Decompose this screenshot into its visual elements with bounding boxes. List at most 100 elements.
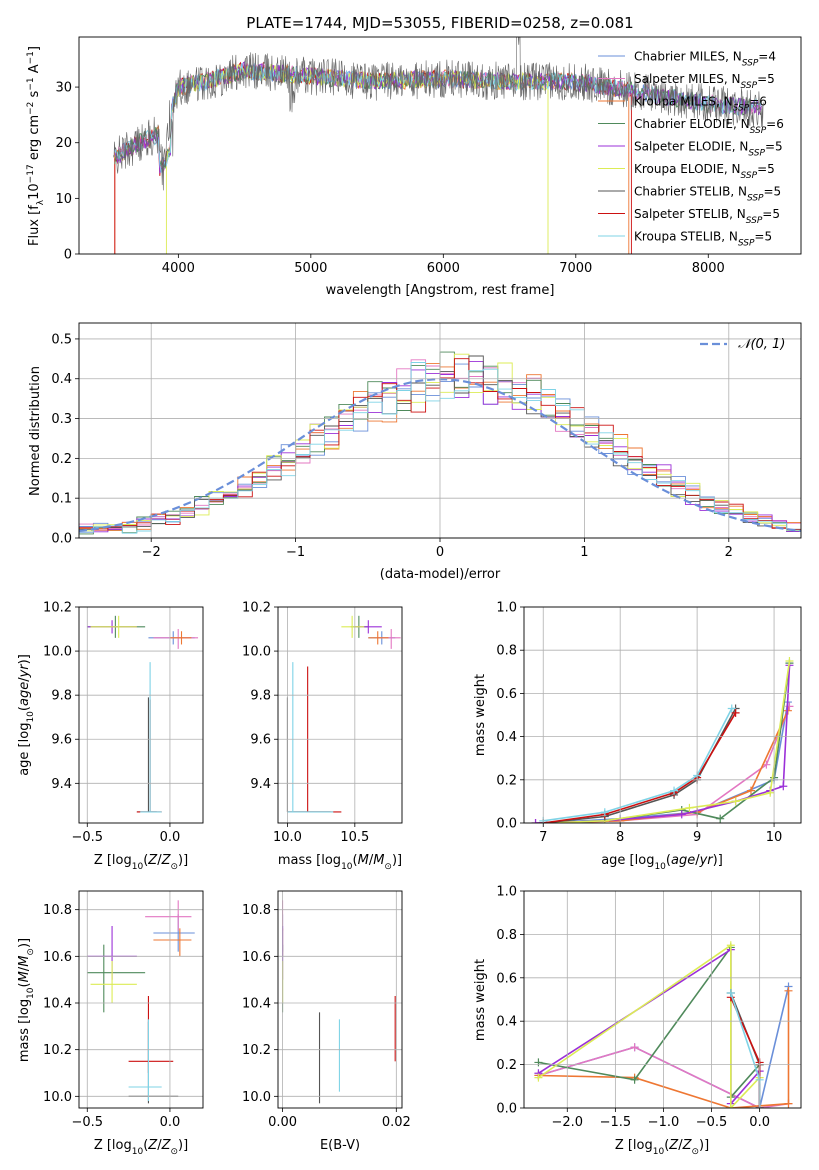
x-tick-label: −1.5 xyxy=(600,1115,632,1130)
y-tick-label: 10.8 xyxy=(43,903,72,918)
spectrum-axes: 4000 5000 6000 7000 8000 0 10 20 30 xyxy=(55,36,802,276)
label-part: 10 xyxy=(653,1147,665,1157)
label-part: ( xyxy=(17,982,32,987)
legend-label-part: =5 xyxy=(765,140,783,154)
x-tick-label: 10.0 xyxy=(273,830,302,845)
x-tick-label: 0.0 xyxy=(160,830,181,845)
age-vs-mass-xlabel-group: mass [log10(M/M⊙)] xyxy=(278,853,402,872)
y-tick-label: 1.0 xyxy=(496,601,517,616)
mass_vs_Z-plot xyxy=(87,900,195,1104)
legend-label-part: SSP xyxy=(733,104,750,114)
axes-frame xyxy=(78,322,802,539)
y-tick-label: 20 xyxy=(55,136,72,151)
label-part: mass [log xyxy=(17,999,32,1062)
label-part: Z xyxy=(161,853,172,868)
y-tick-label: 30 xyxy=(55,81,72,96)
y-tick-label: 9.8 xyxy=(51,689,72,704)
legend-label-part: =5 xyxy=(764,185,782,199)
y-tick-label: 10.2 xyxy=(43,601,72,616)
massweight-vs-Z-xlabel-group: Z [log10(Z/Z⊙)] xyxy=(615,1138,709,1157)
age-vs-Z-ylabel-group: age [log10(age/yr)] xyxy=(17,654,36,776)
legend-label: Kroupa STELIB, NSSP=5 xyxy=(634,230,772,249)
label-part: Z xyxy=(668,1138,679,1153)
mass_vs_ebv-plot xyxy=(282,900,396,1104)
x-tick-label: 5000 xyxy=(294,261,327,276)
label-part: Z xyxy=(147,1138,158,1153)
label-part: 10 xyxy=(132,862,144,872)
plus-marker xyxy=(600,808,609,817)
label-part: ] xyxy=(27,46,42,51)
label-part: 10 xyxy=(132,1147,144,1157)
legend-label: 𝒩(0, 1) xyxy=(738,337,785,352)
y-tick-label: 0.4 xyxy=(496,730,517,745)
plus-marker xyxy=(785,657,794,665)
observed-spectrum-line xyxy=(113,37,764,191)
label-part: Flux [f xyxy=(27,205,42,246)
plus-marker xyxy=(727,704,736,713)
label-part: −1 xyxy=(26,51,36,64)
label-part: / xyxy=(678,1138,683,1153)
age-vs-Z-ylabel: age [log10(age/yr)] xyxy=(17,654,36,776)
x-tick-label: 8 xyxy=(616,830,624,845)
y-tick-label: 0.6 xyxy=(496,971,517,986)
legend-label-part: =6 xyxy=(749,95,767,109)
x-tick-label: 1 xyxy=(580,545,588,560)
y-tick-label: 10 xyxy=(55,192,72,207)
x-tick-label: −2.0 xyxy=(551,1115,583,1130)
spectrum-ylabel: Flux [fλ10−17 erg cm−2 s−1 A−1] xyxy=(26,46,46,246)
mass-vs-Z-ylabel: mass [log10(M/M⊙)] xyxy=(17,938,36,1062)
legend-label-part: =5 xyxy=(754,230,772,244)
x-tick-label: 0.02 xyxy=(382,1115,411,1130)
x-tick-label: 7 xyxy=(539,830,547,845)
legend-label: Kroupa ELODIE, NSSP=5 xyxy=(634,162,775,181)
label-part: Z [log xyxy=(94,853,132,868)
legend-label-part: SSP xyxy=(741,171,758,181)
legend-label: Chabrier STELIB, NSSP=5 xyxy=(634,185,781,204)
plus-marker xyxy=(726,1104,735,1108)
y-tick-label: 10.4 xyxy=(242,997,271,1012)
spectrum-xlabel: wavelength [Angstrom, rest frame] xyxy=(326,283,555,298)
spectrum-plot xyxy=(113,37,764,254)
label-part: 10 xyxy=(341,862,353,872)
axes-frame xyxy=(78,606,204,824)
mass_vs_ebv-axes: 0.00 0.02 10.0 10.2 10.4 10.6 10.8 xyxy=(242,890,411,1130)
y-tick-label: 10.2 xyxy=(43,1043,72,1058)
x-tick-label: 7000 xyxy=(559,261,592,276)
x-tick-label: −2 xyxy=(142,545,161,560)
massweight_vs_age-plot xyxy=(531,657,794,823)
label-part: )] xyxy=(699,1138,709,1153)
label-part: −2 xyxy=(26,102,36,115)
residuals-xlabel: (data-model)/error xyxy=(380,567,501,582)
plus-marker xyxy=(779,782,788,791)
axes-frame xyxy=(523,606,802,824)
y-tick-label: 10.6 xyxy=(242,950,271,965)
x-tick-label: 4000 xyxy=(162,261,195,276)
mass-weight-line xyxy=(543,710,789,823)
age-vs-Z-xlabel-group: Z [log10(Z/Z⊙)] xyxy=(94,853,188,872)
y-tick-label: 10.4 xyxy=(43,997,72,1012)
age-vs-Z-xlabel: Z [log10(Z/Z⊙)] xyxy=(94,853,188,872)
y-tick-label: 10.0 xyxy=(242,1090,271,1105)
label-part: ( xyxy=(664,1138,669,1153)
legend-label-part: Salpeter MILES, N xyxy=(634,72,741,86)
legend-label-part: Salpeter ELODIE, N xyxy=(634,140,748,154)
legend-label: Chabrier ELODIE, NSSP=6 xyxy=(634,117,784,136)
axes-frame xyxy=(523,890,802,1109)
label-part: 10 xyxy=(26,711,36,723)
label-part: mass [log xyxy=(278,853,341,868)
label-part: ( xyxy=(666,853,671,868)
label-part: / xyxy=(17,677,32,682)
x-tick-label: −1 xyxy=(286,545,305,560)
age_vs_mass-axes: 10.0 10.5 9.4 9.6 9.8 10.0 10.2 xyxy=(242,601,403,845)
age-vs-mass-xlabel: mass [log10(M/M⊙)] xyxy=(278,853,402,872)
plus-marker xyxy=(731,708,740,717)
legend-label-part: Kroupa ELODIE, N xyxy=(634,162,741,176)
label-part: ( xyxy=(17,706,32,711)
label-part: ( xyxy=(143,853,148,868)
x-tick-label: 8000 xyxy=(692,261,725,276)
legend-label-part: SSP xyxy=(742,59,759,69)
legend-label-part: SSP xyxy=(746,216,763,226)
label-part: 10 xyxy=(26,987,36,999)
label-part: )] xyxy=(17,654,32,664)
y-tick-label: 0.5 xyxy=(51,332,72,347)
